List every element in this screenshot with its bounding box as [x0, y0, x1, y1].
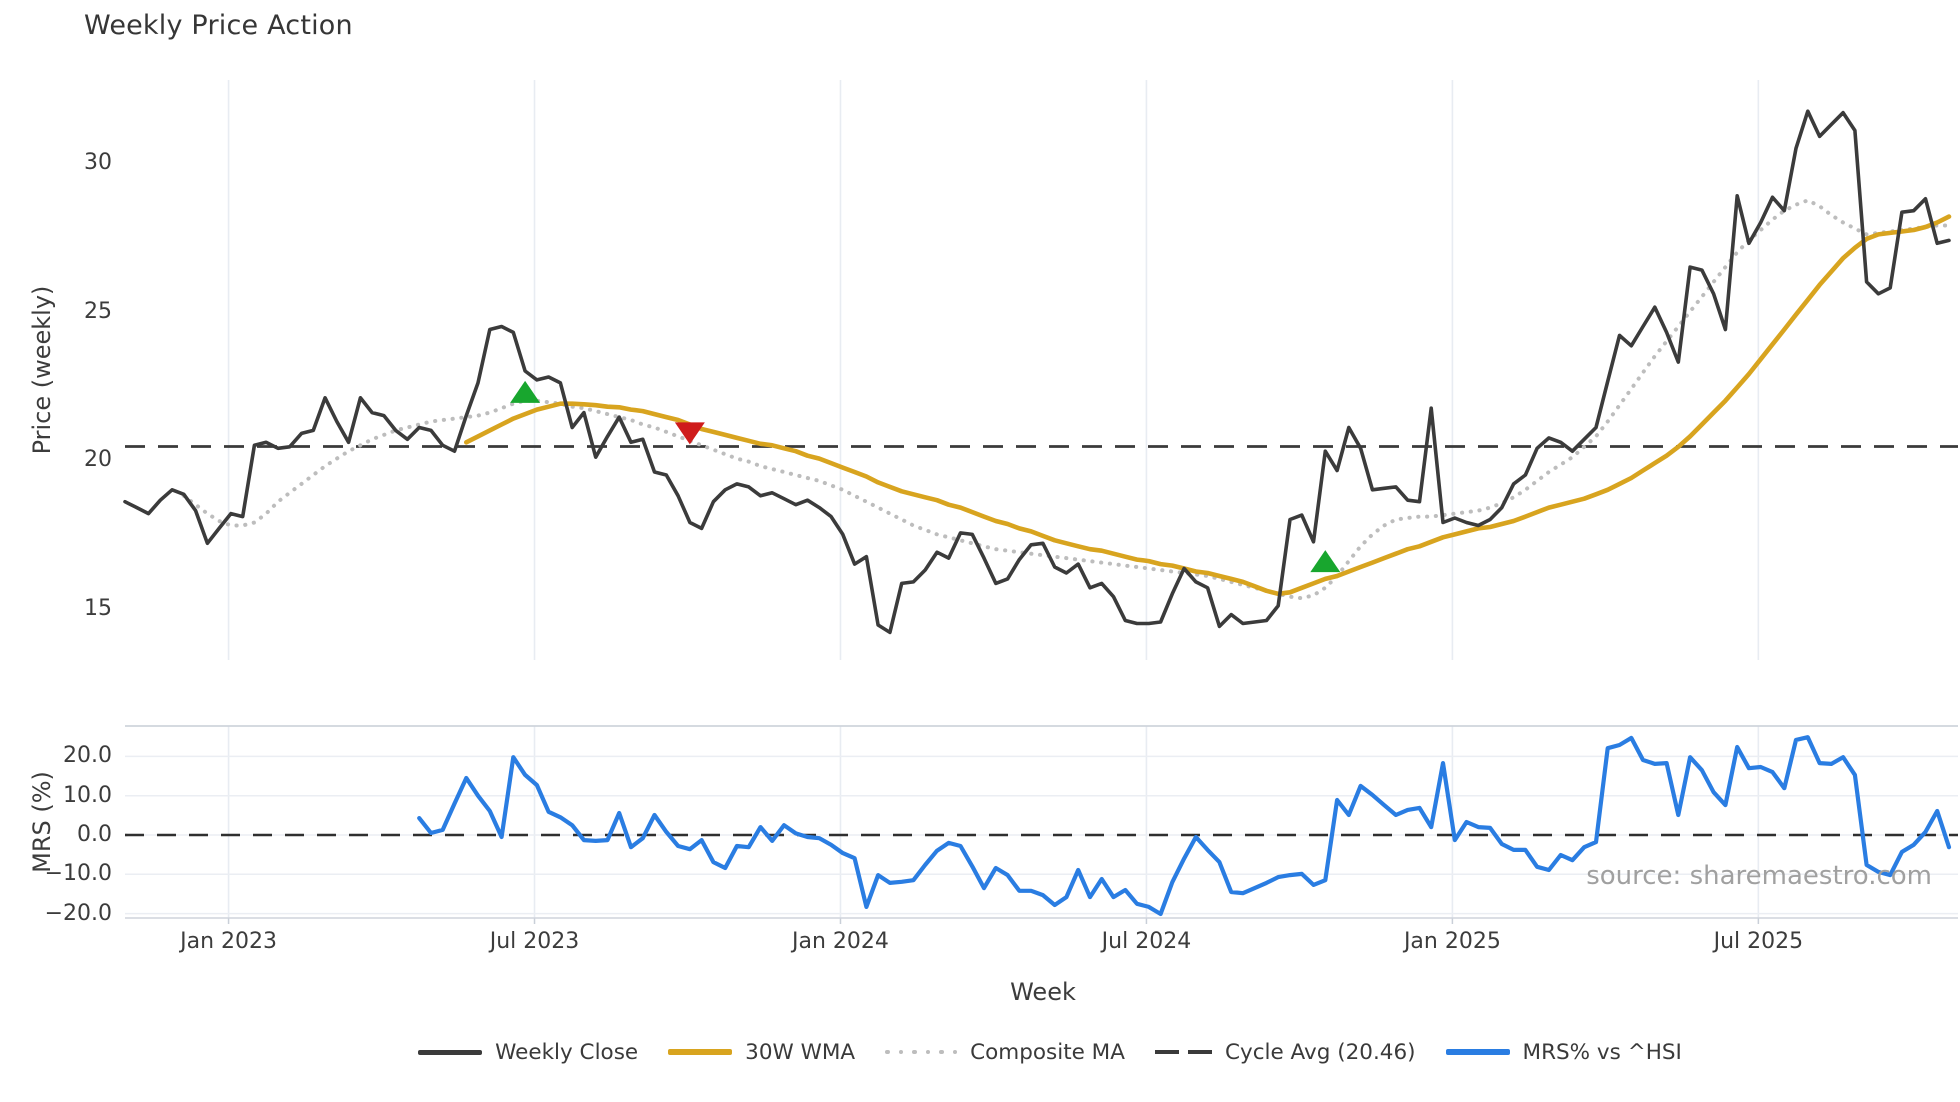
buy-signal-marker: [1310, 550, 1341, 573]
wma-line: [464, 214, 1952, 597]
price-tick-label: 30: [84, 150, 112, 176]
legend-label: Weekly Close: [495, 1039, 639, 1065]
x-tick-label: Jan 2023: [180, 929, 277, 954]
source-watermark: source: sharemaestro.com: [1586, 861, 1932, 891]
legend-label: Cycle Avg (20.46): [1224, 1039, 1416, 1065]
mrs-line: [417, 735, 1952, 917]
x-tick-label: Jan 2025: [1403, 929, 1501, 954]
x-tick-label: Jul 2023: [489, 929, 580, 954]
chart-legend: Weekly Close 30W WMA Composite MA Cycle Avg…: [140, 1033, 1960, 1071]
sell-signal-marker: [674, 422, 705, 445]
mrs-tick-label: −10.0: [44, 861, 112, 887]
legend-label: MRS% vs ^HSI: [1522, 1039, 1682, 1065]
legend-label: Composite MA: [970, 1039, 1125, 1065]
price-tick-label: 20: [84, 447, 112, 473]
mrs-tick-label: 20.0: [63, 743, 112, 769]
legend-item: Weekly Close: [418, 1040, 638, 1065]
price-axis-label: Price (weekly): [28, 285, 56, 455]
legend-swatch-solid-icon: [418, 1049, 483, 1055]
legend-item: Composite MA: [885, 1040, 1125, 1065]
mrs-tick-label: 10.0: [63, 782, 112, 808]
mrs-tick-label: 0.0: [77, 822, 112, 847]
legend-swatch-solid-thick-icon: [1445, 1049, 1510, 1055]
legend-item: 30W WMA: [668, 1040, 855, 1065]
price-tick-label: 15: [84, 595, 112, 621]
x-tick-label: Jan 2024: [792, 929, 889, 954]
legend-swatch-dashed-icon: [1154, 1050, 1212, 1054]
legend-swatch-dotted-icon: [885, 1049, 958, 1055]
legend-label: 30W WMA: [745, 1039, 856, 1065]
composite-ma-line: [181, 198, 1951, 601]
x-tick-label: Jul 2025: [1713, 929, 1804, 954]
weekly-close-line: [123, 109, 1951, 635]
legend-item: MRS% vs ^HSI: [1445, 1039, 1682, 1065]
legend-swatch-solid-thick-icon: [668, 1049, 733, 1055]
price-tick-label: 25: [84, 298, 112, 324]
buy-signal-marker: [510, 380, 541, 403]
chart-title: Weekly Price Action: [84, 10, 353, 41]
x-axis-label: Week: [1010, 978, 1076, 1006]
x-tick-label: Jul 2024: [1101, 929, 1192, 954]
legend-item: Cycle Avg (20.46): [1154, 1039, 1416, 1065]
mrs-tick-label: −20.0: [44, 900, 112, 926]
